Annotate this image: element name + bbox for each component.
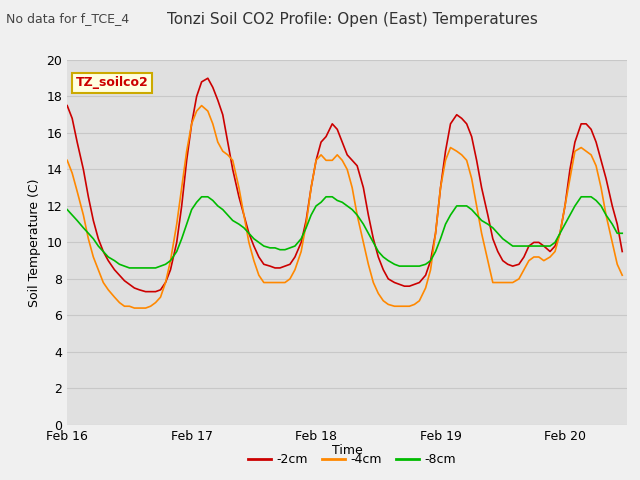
Y-axis label: Soil Temperature (C): Soil Temperature (C) xyxy=(28,178,41,307)
Text: TZ_soilco2: TZ_soilco2 xyxy=(76,76,148,89)
Text: Tonzi Soil CO2 Profile: Open (East) Temperatures: Tonzi Soil CO2 Profile: Open (East) Temp… xyxy=(166,12,538,27)
X-axis label: Time: Time xyxy=(332,444,363,457)
Text: No data for f_TCE_4: No data for f_TCE_4 xyxy=(6,12,129,25)
Legend: -2cm, -4cm, -8cm: -2cm, -4cm, -8cm xyxy=(243,448,461,471)
